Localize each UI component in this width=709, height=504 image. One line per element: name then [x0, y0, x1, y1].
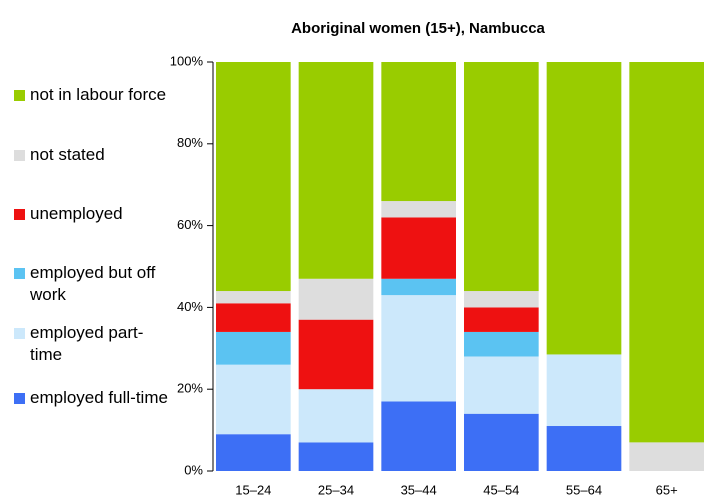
- legend-swatch: [14, 268, 25, 279]
- bar-segment: [216, 331, 291, 365]
- y-tick-label: 0%: [184, 462, 203, 477]
- bar-segment: [298, 319, 374, 390]
- legend-label: employed part-time: [30, 323, 144, 364]
- bar-segment: [216, 364, 291, 435]
- legend-item: not in labour force: [14, 84, 170, 106]
- legend-item: employed but off work: [14, 262, 170, 306]
- legend-label: not stated: [30, 145, 105, 164]
- bar-segment: [216, 291, 291, 304]
- bar-segment: [629, 62, 704, 443]
- legend-swatch: [14, 150, 25, 161]
- x-tick-label: 15–24: [235, 482, 271, 497]
- x-tick-label: 25–34: [318, 482, 354, 497]
- x-tick-label: 65+: [656, 482, 678, 497]
- legend-swatch: [14, 90, 25, 101]
- bar-segment: [464, 62, 539, 292]
- y-tick-label: 60%: [177, 217, 203, 232]
- bar-segment: [216, 303, 291, 332]
- bar-segment: [381, 295, 456, 402]
- legend-swatch: [14, 393, 25, 404]
- x-tick-label: 45–54: [483, 482, 519, 497]
- legend-item: employed full-time: [14, 387, 170, 409]
- legend-swatch: [14, 209, 25, 220]
- bar-segment: [381, 401, 456, 471]
- legend-label: employed full-time: [30, 388, 168, 407]
- chart-title: Aboriginal women (15+), Nambucca: [291, 20, 545, 37]
- bar-segment: [298, 442, 374, 471]
- bar-segment: [381, 278, 456, 296]
- bar-segment: [381, 62, 456, 202]
- bar-segment: [216, 62, 291, 292]
- y-tick-label: 80%: [177, 135, 203, 150]
- legend-label: unemployed: [30, 204, 123, 223]
- bar-segment: [464, 291, 539, 308]
- bar-segment: [464, 307, 539, 332]
- bar-segment: [298, 278, 374, 320]
- legend-swatch: [14, 328, 25, 339]
- legend-item: unemployed: [14, 203, 170, 225]
- bar-segment: [546, 62, 622, 355]
- bar-segment: [298, 389, 374, 443]
- bar-segment: [381, 201, 456, 218]
- y-tick-label: 100%: [170, 53, 204, 68]
- bar-segment: [546, 354, 622, 427]
- bar-segment: [464, 356, 539, 414]
- y-tick-label: 40%: [177, 299, 203, 314]
- legend-item: not stated: [14, 144, 170, 166]
- legend-label: employed but off work: [30, 263, 156, 304]
- bar-segment: [464, 413, 539, 471]
- bar-segment: [216, 434, 291, 471]
- bar-segment: [464, 331, 539, 357]
- x-tick-label: 35–44: [401, 482, 437, 497]
- legend-label: not in labour force: [30, 85, 167, 104]
- bar-segment: [298, 62, 374, 279]
- x-tick-label: 55–64: [566, 482, 602, 497]
- y-tick-label: 20%: [177, 381, 203, 396]
- bar-segment: [381, 217, 456, 279]
- legend-item: employed part-time: [14, 322, 170, 366]
- bar-segment: [629, 442, 704, 471]
- bar-segment: [546, 426, 622, 471]
